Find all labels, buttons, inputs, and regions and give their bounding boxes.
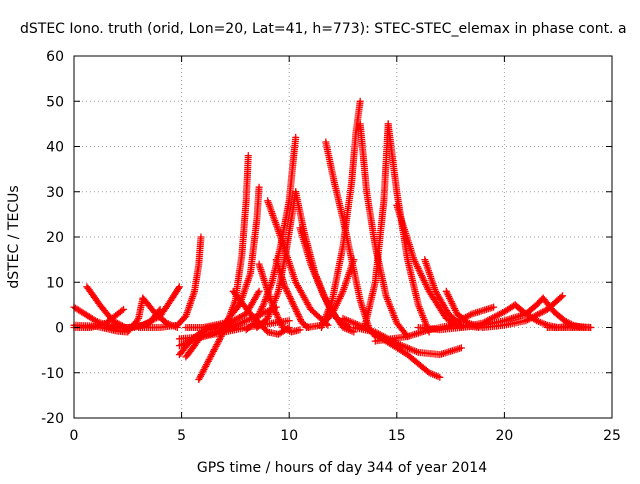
- y-axis-label: dSTEC / TECUs: [6, 185, 22, 288]
- x-tick-label: 0: [70, 428, 79, 444]
- data-point: [295, 312, 303, 320]
- data-point: [257, 306, 265, 314]
- data-point: [296, 326, 304, 334]
- data-point: [255, 287, 263, 295]
- data-point: [133, 316, 141, 324]
- x-tick-label: 10: [280, 428, 298, 444]
- chart-title: dSTEC Iono. truth (orid, Lon=20, Lat=41,…: [20, 21, 627, 37]
- data-point: [275, 315, 283, 323]
- data-point: [436, 373, 444, 381]
- data-point: [285, 317, 293, 325]
- data-point: [118, 307, 126, 315]
- y-tick-label: 50: [46, 94, 64, 110]
- data-point: [272, 309, 280, 317]
- data-points: [70, 97, 594, 383]
- data-point: [252, 317, 260, 325]
- data-point: [284, 289, 292, 297]
- data-point: [175, 284, 182, 292]
- data-series: [70, 294, 147, 336]
- data-point: [120, 305, 127, 313]
- y-tick-label: 20: [46, 230, 64, 246]
- data-point: [293, 309, 301, 317]
- data-point: [283, 286, 290, 294]
- axes: 0 5 10 15 20 25 -20 -10 0 10 20 30 40 50 60: [41, 49, 621, 444]
- y-tick-label: 40: [46, 140, 64, 156]
- data-point: [253, 314, 261, 322]
- y-tick-label: 0: [55, 321, 64, 337]
- data-point: [254, 289, 262, 297]
- data-point: [255, 311, 263, 319]
- data-series: [135, 233, 205, 331]
- x-tick-label: 5: [177, 428, 186, 444]
- data-point: [273, 312, 281, 320]
- data-series: [195, 152, 252, 383]
- data-point: [356, 97, 364, 105]
- data-point: [291, 304, 299, 312]
- data-series: [543, 322, 594, 331]
- data-point: [457, 344, 465, 352]
- data-point: [244, 152, 252, 160]
- data-point: [292, 133, 300, 141]
- grid: [74, 56, 612, 418]
- x-axis-label: GPS time / hours of day 344 of year 2014: [197, 460, 487, 476]
- data-series: [199, 183, 263, 331]
- data-point: [297, 316, 304, 324]
- data-point: [259, 303, 267, 310]
- data-point: [559, 292, 566, 300]
- data-series: [272, 256, 313, 331]
- data-point: [175, 283, 183, 291]
- data-series: [318, 97, 364, 331]
- y-tick-label: -10: [41, 366, 64, 382]
- data-point: [197, 233, 205, 241]
- data-point: [290, 301, 297, 309]
- data-point: [156, 305, 164, 313]
- data-series: [264, 197, 332, 329]
- data-point: [557, 293, 565, 301]
- x-tick-label: 25: [603, 428, 621, 444]
- y-tick-label: -20: [41, 411, 64, 427]
- data-point: [285, 291, 293, 299]
- data-series: [83, 283, 130, 331]
- data-point: [490, 303, 498, 311]
- data-point: [467, 311, 474, 319]
- y-tick-label: 60: [46, 49, 64, 65]
- x-tick-label: 20: [495, 428, 513, 444]
- data-point: [587, 324, 594, 331]
- data-point: [293, 308, 301, 315]
- x-tick-label: 15: [388, 428, 406, 444]
- data-point: [288, 298, 296, 306]
- data-point: [281, 283, 289, 291]
- data-point: [286, 294, 294, 302]
- data-point: [256, 309, 263, 317]
- data-point: [255, 183, 263, 191]
- y-tick-label: 10: [46, 275, 64, 291]
- data-point: [276, 319, 284, 327]
- y-tick-label: 30: [46, 185, 64, 201]
- data-point: [155, 307, 163, 315]
